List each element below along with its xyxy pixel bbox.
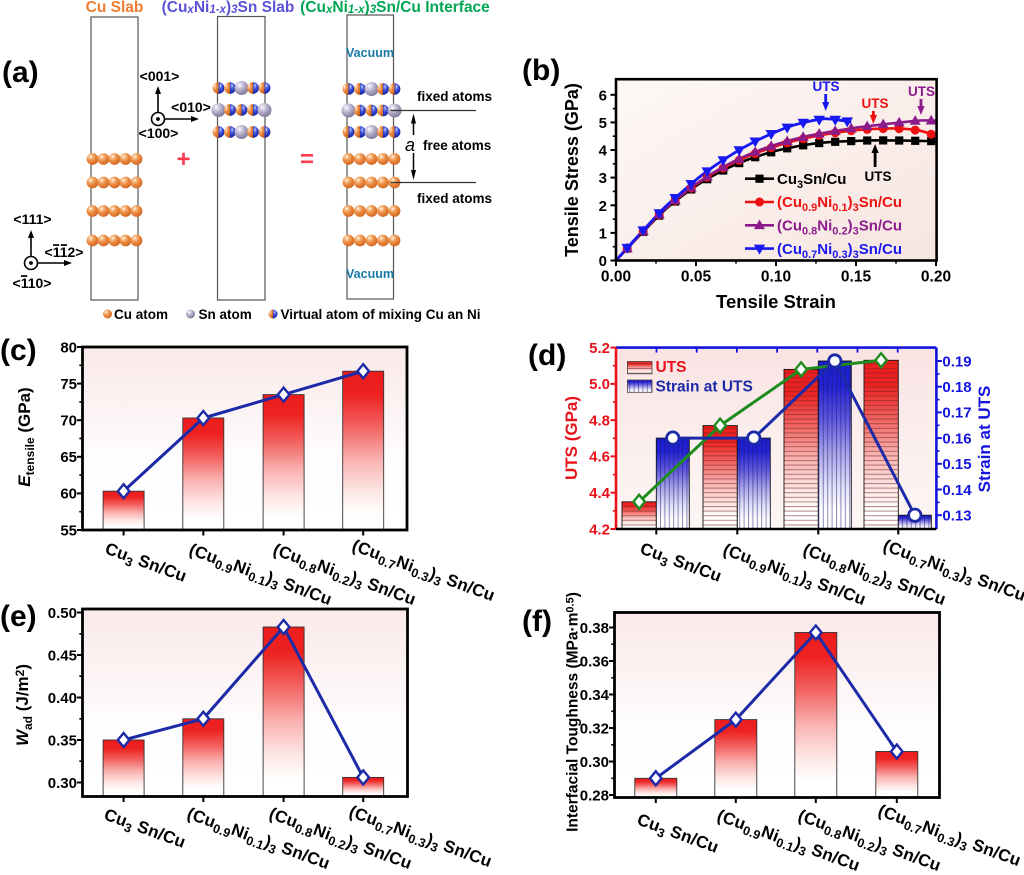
svg-text:(Cu0.7Ni0.3)3Sn/Cu: (Cu0.7Ni0.3)3Sn/Cu xyxy=(777,241,902,261)
svg-text:(e): (e) xyxy=(0,600,37,633)
svg-text:(b): (b) xyxy=(522,54,560,87)
svg-text:0.13: 0.13 xyxy=(942,508,971,525)
svg-text:Etensile (GPa): Etensile (GPa) xyxy=(15,387,37,486)
svg-text:fixed atoms: fixed atoms xyxy=(417,89,492,104)
svg-text:Cu3 Sn/Cu: Cu3 Sn/Cu xyxy=(634,810,722,860)
svg-text:(Cu0.9Ni0.1)3 Sn/Cu: (Cu0.9Ni0.1)3 Sn/Cu xyxy=(720,540,869,612)
svg-text:0.17: 0.17 xyxy=(942,405,971,422)
svg-text:<100>: <100> xyxy=(139,125,179,141)
svg-text:80: 80 xyxy=(60,339,77,356)
svg-text:(Cu0.7Ni0.3)3 Sn/Cu: (Cu0.7Ni0.3)3 Sn/Cu xyxy=(880,536,1024,608)
svg-text:<110>: <110> xyxy=(13,275,52,291)
svg-text:UTS: UTS xyxy=(862,96,889,111)
svg-text:free atoms: free atoms xyxy=(423,138,491,153)
svg-text:0.19: 0.19 xyxy=(942,353,971,370)
svg-text:(Cu0.8Ni0.2)3Sn/Cu: (Cu0.8Ni0.2)3Sn/Cu xyxy=(777,218,902,238)
svg-text:Vacuum: Vacuum xyxy=(346,267,394,281)
svg-text:Cu atom: Cu atom xyxy=(114,307,168,322)
svg-text:(Cu0.9Ni0.1)3Sn/Cu: (Cu0.9Ni0.1)3Sn/Cu xyxy=(777,194,902,214)
svg-text:+: + xyxy=(176,146,190,173)
svg-text:0: 0 xyxy=(599,253,607,270)
svg-text:60: 60 xyxy=(60,486,77,503)
svg-text:Tensile Strain: Tensile Strain xyxy=(716,291,836,312)
svg-text:0.18: 0.18 xyxy=(942,379,971,396)
svg-text:75: 75 xyxy=(60,376,77,393)
svg-text:Strain at UTS: Strain at UTS xyxy=(656,379,753,396)
svg-text:=: = xyxy=(300,146,314,173)
svg-text:0.15: 0.15 xyxy=(942,456,971,473)
svg-text:<001>: <001> xyxy=(140,68,180,84)
svg-text:Vacuum: Vacuum xyxy=(346,46,394,60)
svg-text:5.2: 5.2 xyxy=(589,340,610,357)
svg-text:4: 4 xyxy=(599,143,608,160)
svg-text:3: 3 xyxy=(599,170,607,187)
svg-text:0.38: 0.38 xyxy=(580,620,609,637)
svg-text:(CuxNi1-x)3Sn/Cu Interface: (CuxNi1-x)3Sn/Cu Interface xyxy=(300,0,490,16)
svg-text:Wad (J/m2): Wad (J/m2) xyxy=(13,664,35,746)
svg-text:2: 2 xyxy=(599,198,607,215)
svg-text:(c): (c) xyxy=(0,334,37,367)
svg-text:0.00: 0.00 xyxy=(601,269,631,286)
svg-text:<111>: <111> xyxy=(13,211,51,227)
svg-text:(d): (d) xyxy=(528,339,566,372)
svg-text:Cu3 Sn/Cu: Cu3 Sn/Cu xyxy=(637,539,725,589)
svg-text:1: 1 xyxy=(599,225,607,242)
svg-text:55: 55 xyxy=(60,522,77,539)
svg-text:4.2: 4.2 xyxy=(589,521,610,538)
svg-text:4.8: 4.8 xyxy=(589,413,610,430)
svg-text:(Cu0.7Ni0.3)3 Sn/Cu: (Cu0.7Ni0.3)3 Sn/Cu xyxy=(875,801,1024,873)
svg-text:UTS: UTS xyxy=(908,84,935,99)
svg-text:0.20: 0.20 xyxy=(921,269,951,286)
svg-text:Strain at UTS: Strain at UTS xyxy=(975,386,994,493)
svg-text:(Cu0.7Ni0.3)3 Sn/Cu: (Cu0.7Ni0.3)3 Sn/Cu xyxy=(349,536,498,608)
svg-text:0.50: 0.50 xyxy=(48,605,77,622)
svg-text:Virtual atom of mixing Cu an N: Virtual atom of mixing Cu an Ni xyxy=(281,307,481,322)
svg-text:UTS: UTS xyxy=(813,79,840,94)
svg-text:<112>: <112> xyxy=(45,244,84,260)
svg-text:(Cu0.9Ni0.1)3 Sn/Cu: (Cu0.9Ni0.1)3 Sn/Cu xyxy=(714,806,863,875)
svg-text:UTS: UTS xyxy=(865,169,892,184)
svg-text:UTS: UTS xyxy=(656,359,687,376)
svg-text:0.16: 0.16 xyxy=(942,430,971,447)
svg-text:0.14: 0.14 xyxy=(942,482,972,499)
svg-text:Cu3 Sn/Cu: Cu3 Sn/Cu xyxy=(101,805,189,855)
svg-text:6: 6 xyxy=(599,87,607,104)
svg-text:Interfacial Toughness (MPa·m0.: Interfacial Toughness (MPa·m0.5) xyxy=(565,592,582,832)
svg-text:Cu3Sn/Cu: Cu3Sn/Cu xyxy=(777,171,846,191)
svg-text:0.15: 0.15 xyxy=(841,269,872,286)
svg-text:0.45: 0.45 xyxy=(48,647,77,664)
svg-text:Sn atom: Sn atom xyxy=(199,307,252,322)
svg-text:0.10: 0.10 xyxy=(761,269,791,286)
svg-text:0.32: 0.32 xyxy=(580,720,609,737)
svg-text:a: a xyxy=(405,135,415,155)
svg-text:5.0: 5.0 xyxy=(589,376,610,393)
svg-text:(a): (a) xyxy=(2,56,39,89)
svg-text:<010>: <010> xyxy=(171,99,211,115)
svg-text:(CuxNi1-x)3Sn Slab: (CuxNi1-x)3Sn Slab xyxy=(162,0,295,16)
svg-text:0.05: 0.05 xyxy=(681,269,712,286)
svg-text:Tensile Stress (GPa): Tensile Stress (GPa) xyxy=(562,83,582,257)
svg-text:UTS (GPa): UTS (GPa) xyxy=(562,396,581,480)
svg-text:0.30: 0.30 xyxy=(580,754,609,771)
svg-text:Cu3 Sn/Cu: Cu3 Sn/Cu xyxy=(102,539,190,589)
svg-text:0.34: 0.34 xyxy=(580,687,610,704)
svg-text:65: 65 xyxy=(60,449,77,466)
svg-text:0.28: 0.28 xyxy=(580,787,609,804)
svg-text:Cu Slab: Cu Slab xyxy=(86,0,144,16)
svg-text:5: 5 xyxy=(599,115,607,132)
svg-text:4.4: 4.4 xyxy=(589,485,611,502)
svg-text:4.6: 4.6 xyxy=(589,449,610,466)
svg-text:70: 70 xyxy=(60,413,77,430)
svg-text:0.36: 0.36 xyxy=(580,653,609,670)
svg-text:fixed atoms: fixed atoms xyxy=(417,191,492,206)
svg-text:0.40: 0.40 xyxy=(48,690,77,707)
svg-text:(f): (f) xyxy=(522,605,552,638)
svg-text:0.30: 0.30 xyxy=(48,775,77,792)
svg-text:0.35: 0.35 xyxy=(48,732,77,749)
